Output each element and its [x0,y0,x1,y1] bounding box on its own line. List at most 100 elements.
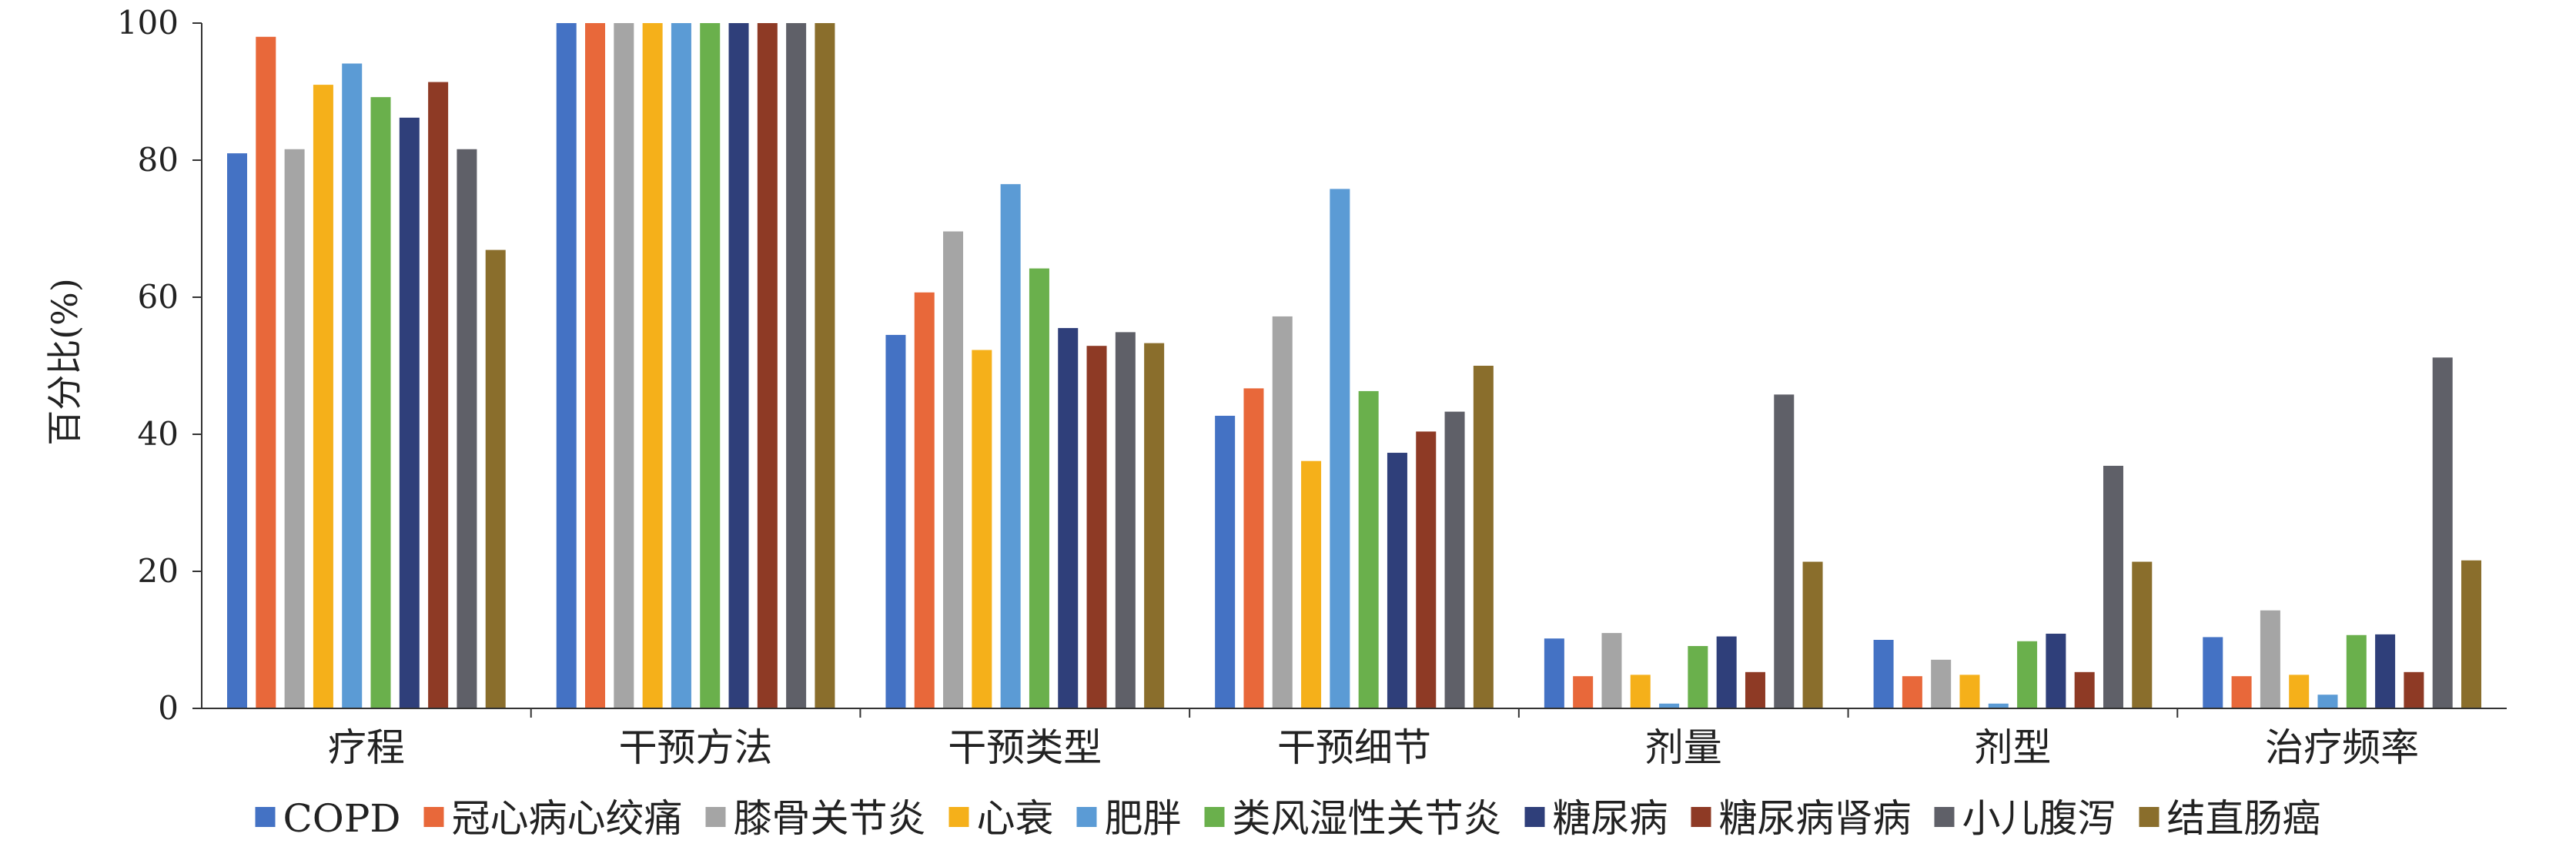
bar [256,36,276,709]
bar [1774,394,1795,708]
x-category-labels: 疗程 干预方法 干预类型 干预细节 剂量 剂型 治疗频率 [328,708,2419,770]
x-category-label: 剂型 [1974,725,2051,770]
legend-label: 类风湿性关节炎 [1232,796,1501,841]
bar [815,23,835,708]
bar [2017,641,2038,708]
bar [1416,431,1437,708]
legend-swatch [1934,807,1955,827]
y-ticks: 0 20 40 60 80 100 [117,4,202,727]
bar [370,97,391,709]
bar [1745,671,1765,708]
bar [428,82,449,709]
bar [786,23,807,708]
bar [2231,676,2252,708]
bar [313,85,333,709]
bar [728,23,749,708]
bar [2461,560,2481,708]
legend-swatch [1076,807,1097,827]
legend-swatch [423,807,444,827]
legend-swatch [948,807,969,827]
bars-group [227,23,2481,709]
bar [2432,357,2453,708]
bar [1301,460,1322,708]
legend-swatch [1691,807,1711,827]
bar [1573,676,1594,708]
y-tick-label: 40 [138,415,179,453]
bar [1058,328,1079,708]
legend: COPD 冠心病心绞痛 膝骨关节炎 心衰 肥胖 类风湿性关节炎 糖尿病 糖尿病肾病 小儿腹泻 结直… [255,796,2320,841]
y-tick-label: 100 [117,4,179,42]
x-category-label: 治疗频率 [2265,725,2419,770]
y-tick-label: 60 [138,278,179,316]
bar [1243,388,1264,708]
bar [614,23,634,708]
legend-swatch [2139,807,2159,827]
legend-label: COPD [283,796,401,841]
bar [972,350,992,708]
bar [342,63,363,708]
bar [1802,561,1823,708]
bar [2103,465,2123,708]
legend-swatch [705,807,726,827]
bar [1029,268,1049,708]
bar [642,23,663,708]
bar [2317,695,2338,708]
bar [1659,703,1680,708]
bar [1873,640,1894,708]
legend-label: 结直肠癌 [2166,796,2320,841]
bar [700,23,721,708]
bar [2132,561,2153,708]
y-tick-label: 0 [158,689,179,727]
legend-label: 冠心病心绞痛 [451,796,682,841]
bar [1959,675,1980,708]
bar [2404,671,2424,708]
legend-label: 糖尿病肾病 [1718,796,1911,841]
bar [1444,411,1465,708]
bar [1630,675,1651,708]
bar [671,23,691,708]
bar [1272,316,1293,708]
y-tick-label: 20 [138,552,179,590]
bar [1215,415,1236,708]
x-category-label: 干预细节 [1277,725,1431,770]
bar [2203,637,2223,708]
legend-label: 心衰 [976,796,1053,841]
bar [885,334,906,708]
bar [457,149,477,708]
bar [1086,346,1107,708]
bar [1601,633,1622,708]
x-category-label: 疗程 [328,725,405,770]
bar [1387,453,1407,708]
legend-label: 小儿腹泻 [1962,796,2116,841]
legend-label: 肥胖 [1104,796,1181,841]
bar [1716,636,1737,708]
bar [914,292,935,708]
bar [284,149,305,708]
bar [585,23,606,708]
bar [1931,659,1952,708]
x-category-label: 干预类型 [948,725,1102,770]
bar [399,117,420,708]
bar [1115,332,1136,708]
bar [485,249,506,709]
bar [1902,676,1922,708]
bar [2046,633,2066,708]
bar [1144,343,1165,708]
legend-swatch [255,807,276,827]
bar [943,231,964,708]
x-category-label: 剂量 [1645,725,1722,770]
bar [1688,646,1708,708]
y-tick-label: 80 [138,141,179,179]
bar [2260,610,2280,708]
legend-swatch [1204,807,1225,827]
bar [1330,189,1350,708]
legend-swatch [1524,807,1545,827]
x-category-label: 干预方法 [619,725,773,770]
bar [2375,634,2396,708]
bar [757,23,778,708]
bar [1000,184,1021,708]
y-axis-title: 百分比(%) [44,278,85,446]
bar [1358,390,1379,708]
bar [2346,634,2367,708]
